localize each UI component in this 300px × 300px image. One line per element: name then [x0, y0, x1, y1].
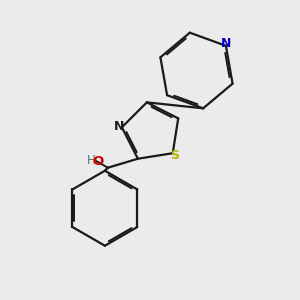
Text: H: H [87, 154, 96, 167]
Text: N: N [221, 37, 232, 50]
Text: O: O [92, 155, 104, 168]
Text: N: N [114, 120, 125, 133]
Text: S: S [170, 149, 179, 162]
